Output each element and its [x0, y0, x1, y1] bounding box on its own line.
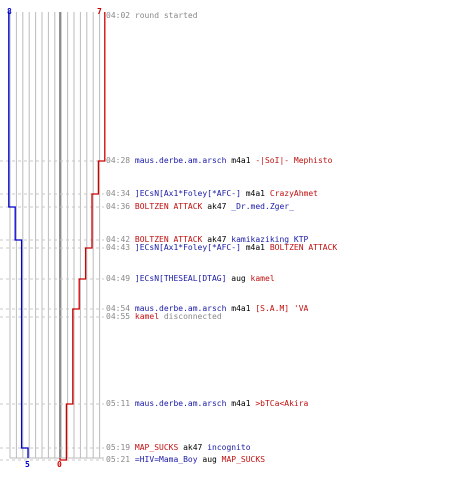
event-time: 04:34 — [106, 189, 131, 198]
killer-name: ]ECsN[THESEAL[DTAG] — [134, 274, 227, 283]
victim-name: MAP_SUCKS — [221, 455, 266, 464]
event-row: 04:02 round started — [106, 11, 198, 21]
event-time: 04:49 — [106, 274, 131, 283]
killer-name: maus.derbe.am.arsch — [134, 156, 227, 165]
event-row: 04:55 kamel disconnected — [106, 312, 222, 322]
victim-name: incognito — [207, 443, 251, 452]
event-row: 05:11 maus.derbe.am.arsch m4a1 >bTCa<Aki… — [106, 399, 308, 409]
event-row: 04:34 ]ECsN[Ax1*Foley[*AFC-] m4a1 CrazyA… — [106, 189, 318, 199]
weapon-name: m4a1 — [245, 243, 265, 252]
weapon-name: m4a1 — [231, 399, 251, 408]
weapon-name: m4a1 — [245, 189, 265, 198]
event-text: disconnected — [163, 312, 222, 321]
event-time: 04:54 — [106, 304, 131, 313]
blue-start-score: 8 — [7, 7, 12, 16]
killer-name: maus.derbe.am.arsch — [134, 304, 227, 313]
event-time: 05:11 — [106, 399, 131, 408]
event-time: 04:43 — [106, 243, 131, 252]
red-team-line — [59, 12, 106, 461]
blue-team-line — [8, 12, 29, 458]
weapon-name: ak47 — [207, 235, 227, 244]
weapon-name: m4a1 — [231, 304, 251, 313]
event-row: 04:49 ]ECsN[THESEAL[DTAG] aug kamel — [106, 274, 275, 284]
event-row: 04:42 BOLTZEN ATTACK ak47 kamikaziking K… — [106, 235, 308, 245]
event-time: 05:21 — [106, 455, 131, 464]
killer-name: maus.derbe.am.arsch — [134, 399, 227, 408]
weapon-name: aug — [202, 455, 217, 464]
victim-name: [S.A.M] 'VA — [255, 304, 309, 313]
victim-name: -|SoI|- Mephisto — [255, 156, 333, 165]
killer-name: ]ECsN[Ax1*Foley[*AFC-] — [134, 189, 241, 198]
killer-name: MAP_SUCKS — [134, 443, 179, 452]
victim-name: _Dr.med.Zger_ — [231, 202, 294, 211]
victim-name: CrazyAhmet — [269, 189, 318, 198]
event-time: 05:19 — [106, 443, 131, 452]
red-start-score: 7 — [97, 7, 102, 16]
event-time: 04:42 — [106, 235, 131, 244]
weapon-name: aug — [231, 274, 246, 283]
event-time: 04:36 — [106, 202, 131, 211]
event-row: 05:21 =HIV=Mama_Boy aug MAP_SUCKS — [106, 455, 265, 465]
event-row: 04:54 maus.derbe.am.arsch m4a1 [S.A.M] '… — [106, 304, 308, 314]
weapon-name: ak47 — [207, 202, 227, 211]
victim-name: kamikaziking KTP — [231, 235, 309, 244]
event-row: 05:19 MAP_SUCKS ak47 incognito — [106, 443, 251, 453]
player-name: kamel — [134, 312, 160, 321]
victim-name: BOLTZEN ATTACK — [269, 243, 338, 252]
event-row: 04:43 ]ECsN[Ax1*Foley[*AFC-] m4a1 BOLTZE… — [106, 243, 337, 253]
event-time: 04:55 — [106, 312, 131, 321]
killer-name: BOLTZEN ATTACK — [134, 202, 203, 211]
victim-name: >bTCa<Akira — [255, 399, 309, 408]
event-row: 04:36 BOLTZEN ATTACK ak47 _Dr.med.Zger_ — [106, 202, 294, 212]
blue-end-score: 5 — [25, 460, 30, 469]
killer-name: ]ECsN[Ax1*Foley[*AFC-] — [134, 243, 241, 252]
event-time: 04:02 — [106, 11, 131, 20]
event-time: 04:28 — [106, 156, 131, 165]
event-row: 04:28 maus.derbe.am.arsch m4a1 -|SoI|- M… — [106, 156, 332, 166]
killer-name: BOLTZEN ATTACK — [134, 235, 203, 244]
weapon-name: ak47 — [183, 443, 203, 452]
event-text: round started — [134, 11, 198, 20]
victim-name: kamel — [250, 274, 275, 283]
weapon-name: m4a1 — [231, 156, 251, 165]
red-end-score: 0 — [57, 460, 62, 469]
killer-name: =HIV=Mama_Boy — [134, 455, 198, 464]
